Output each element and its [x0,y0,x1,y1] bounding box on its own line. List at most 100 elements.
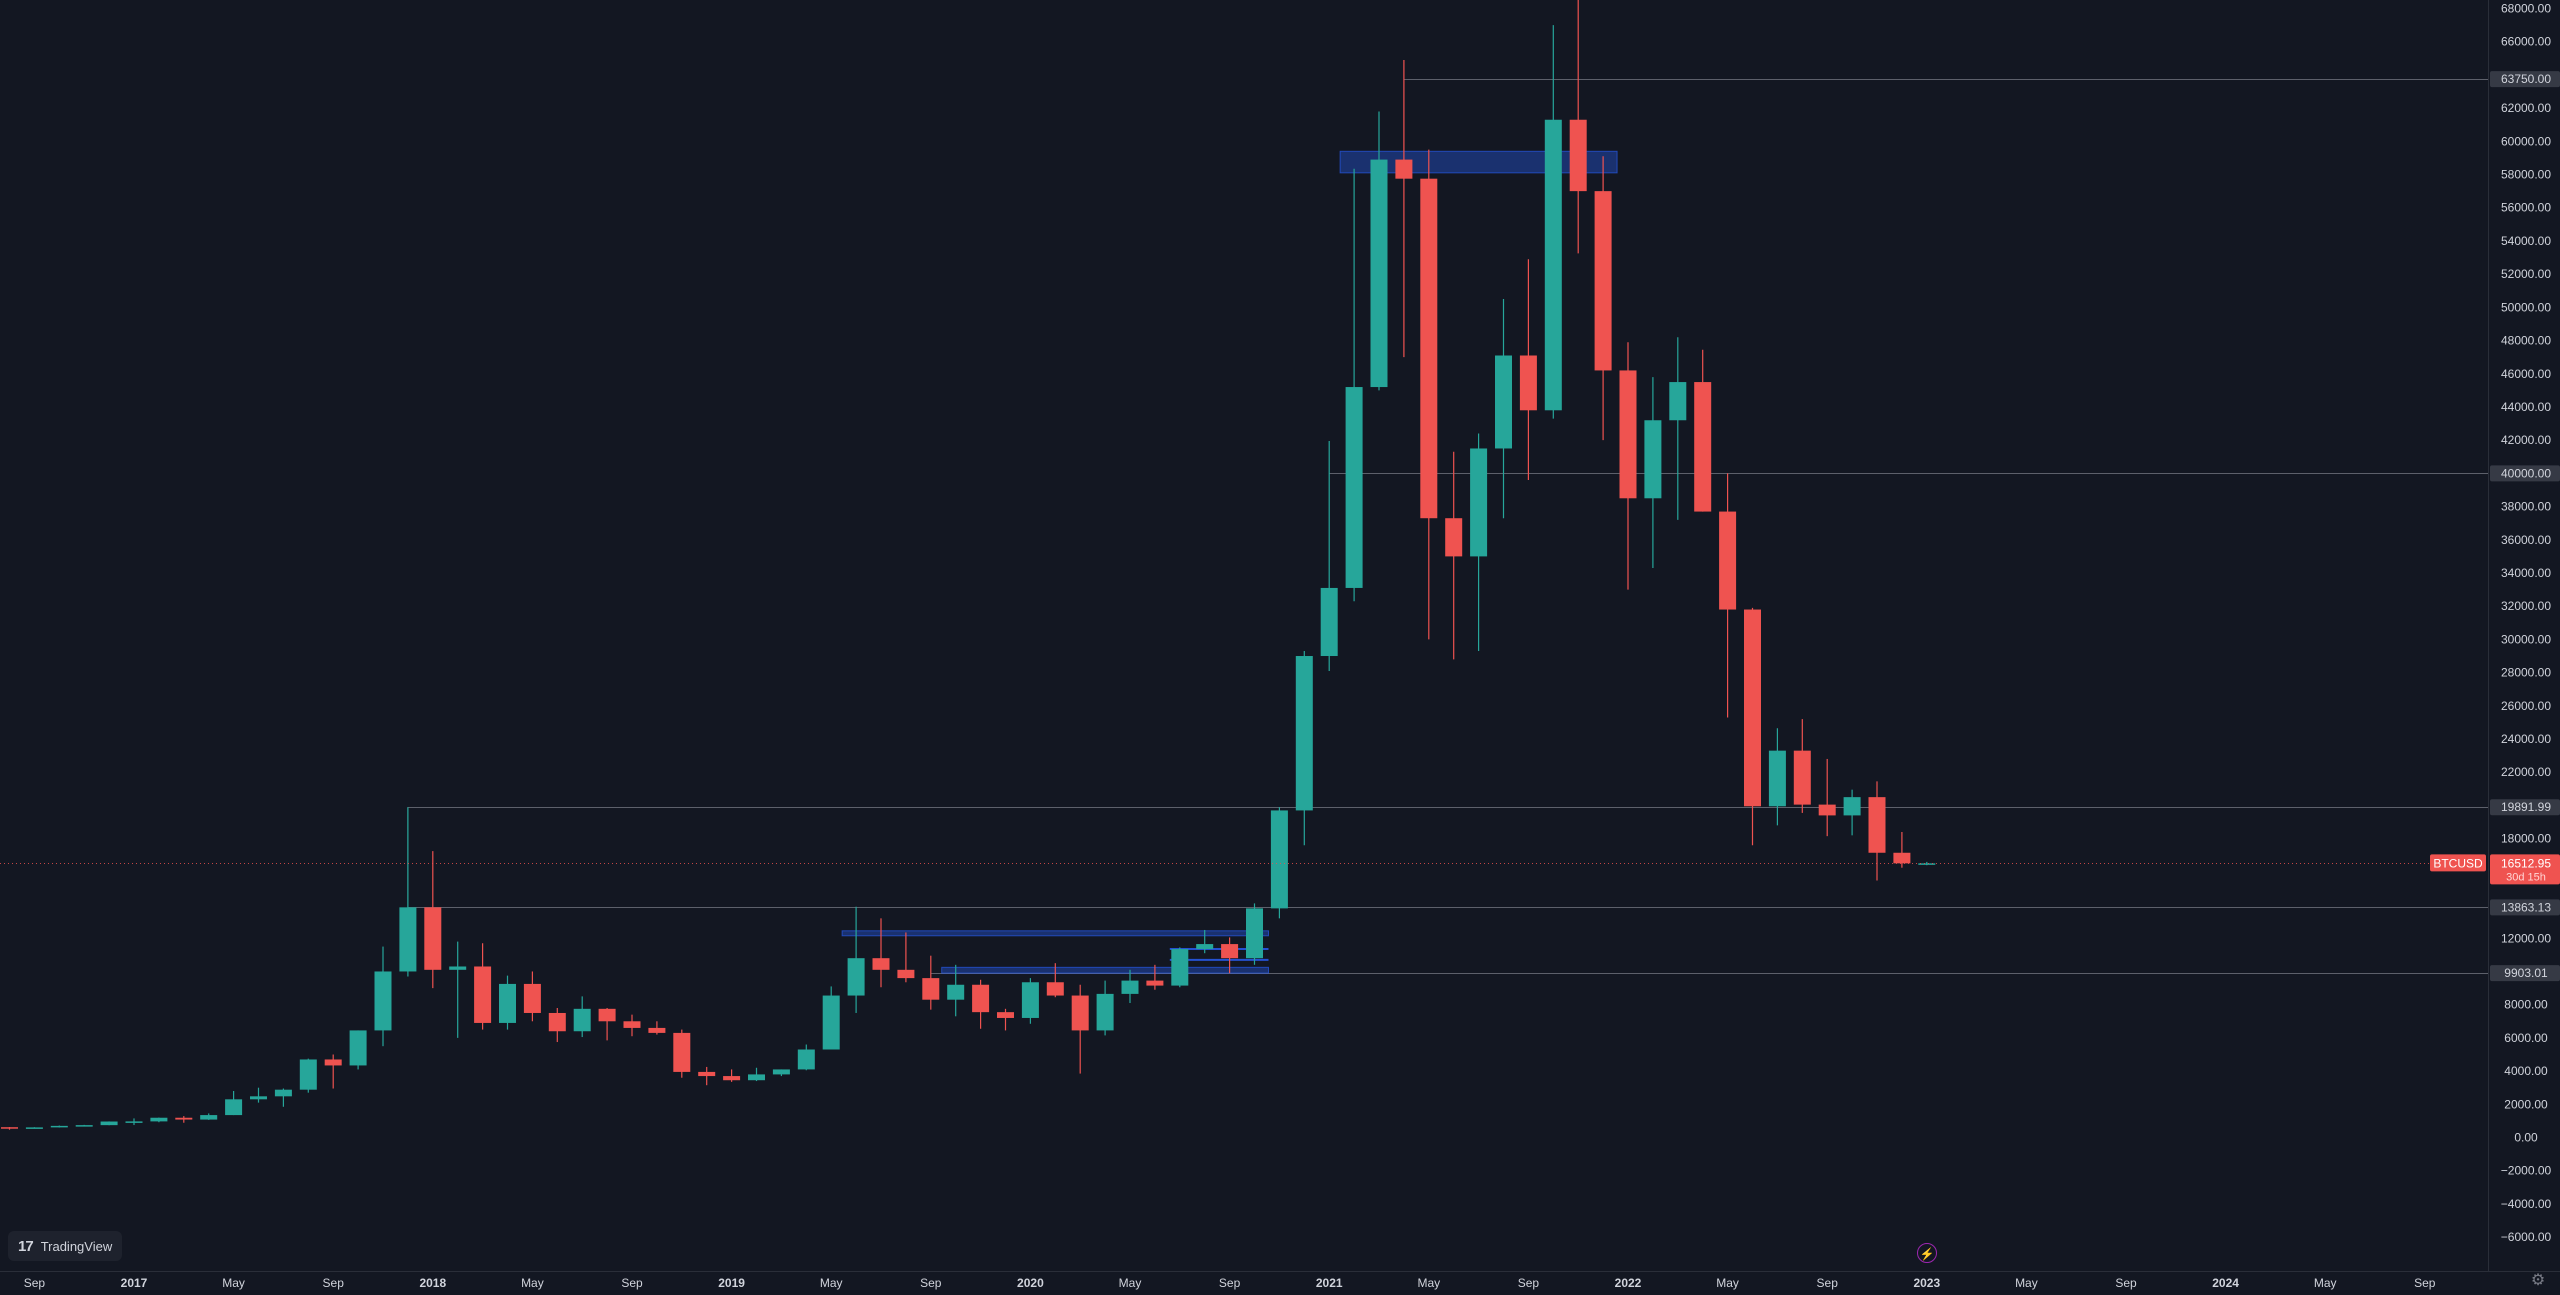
candle [698,1066,716,1086]
candle-body [374,971,392,1031]
candlestick-series [1,0,1936,1130]
candle [797,1044,815,1071]
candle-body [499,983,516,1023]
candle [1270,807,1288,919]
candle-body [1918,863,1936,865]
candle [50,1125,68,1128]
candle [822,986,840,1050]
time-tick-label: 2023 [1913,1276,1940,1290]
candle-body [299,1059,317,1090]
time-tick-label: 2021 [1316,1276,1343,1290]
candle [723,1069,741,1082]
time-tick-label: 2018 [419,1276,446,1290]
candle-body [548,1012,566,1032]
price-tick-label: 56000.00 [2501,201,2551,215]
symbol-tag: BTCUSD [2430,854,2486,872]
candle [499,975,516,1030]
candle-body [723,1076,741,1081]
time-tick-label: Sep [2414,1276,2436,1290]
price-tick-label: 12000.00 [2501,931,2551,945]
candle [1121,969,1139,1004]
candle [1046,963,1064,998]
candle-body [1719,511,1737,610]
candle [1744,607,1761,846]
candle-body [1021,982,1039,1018]
candle-body [1270,810,1288,909]
price-tick-label: −2000.00 [2501,1164,2552,1178]
price-tick-label: 0.00 [2514,1131,2538,1145]
candle [1644,377,1662,569]
price-tick-label: 44000.00 [2501,400,2551,414]
candle [1470,433,1488,652]
time-axis[interactable]: Sep 2017 May Sep 2018 May Sep 2019 May Sep 2020 May… [24,1276,2436,1290]
price-tick-label: 54000.00 [2501,234,2551,248]
time-tick-label: May [521,1276,544,1290]
candle-body [1445,518,1463,557]
candle-body [399,907,417,972]
candle [1370,111,1388,391]
candle-body [1345,387,1363,588]
candle-body [1146,980,1164,986]
candle [1569,0,1587,254]
candle-body [1420,178,1438,519]
candle [1021,978,1039,1024]
price-tick-label: 24000.00 [2501,732,2551,746]
candle [324,1054,342,1089]
candle-body [1818,804,1836,816]
candle-body [349,1030,367,1066]
candle-body [1370,159,1388,388]
candle [1295,651,1313,846]
candle [897,932,915,983]
candle-body [324,1059,342,1066]
candle-body [1470,448,1488,557]
candle [772,1069,790,1077]
last-price-label-bg [2490,854,2560,885]
candle-body [997,1012,1014,1018]
price-axis[interactable]: −6000.00 −4000.00 −2000.00 0.00 2000.00 4000.… [2501,2,2552,1245]
level-price-label: 63750.00 [2490,71,2560,88]
candle [748,1067,765,1082]
candle [1519,259,1537,481]
candle [1395,59,1413,358]
level-label-bg [2490,465,2560,482]
price-tick-label: −4000.00 [2501,1197,2552,1211]
candle-body [897,969,915,979]
candle [1619,342,1637,590]
candle-body [100,1121,118,1126]
candle [1694,349,1712,512]
tradingview-logo[interactable]: 17 TradingView [8,1231,123,1261]
price-tick-label: 48000.00 [2501,334,2551,348]
candle-body [947,984,965,1000]
time-tick-label: 2024 [2212,1276,2239,1290]
candle [1719,473,1737,718]
lightning-icon[interactable]: ⚡ [1917,1243,1937,1263]
candle [1594,156,1612,441]
candle [1096,980,1114,1036]
symbol-tag-label: BTCUSD [2433,856,2483,870]
time-tick-label: Sep [1518,1276,1540,1290]
candle [523,971,541,1022]
candle-body [1246,908,1263,959]
time-tick-label: Sep [1219,1276,1241,1290]
candle-body [1644,420,1662,499]
candle [225,1091,243,1116]
candle-body [648,1027,666,1033]
candle-body [772,1069,790,1075]
bar-countdown: 30d 15h [2506,871,2546,883]
price-tick-label: 22000.00 [2501,765,2551,779]
candle-body [922,978,940,1000]
candle-body [225,1099,243,1116]
level-label-bg [2490,899,2560,916]
candle [424,851,442,989]
candle-body [1046,982,1064,996]
time-tick-label: Sep [621,1276,643,1290]
candle-body [1793,750,1811,805]
candle [299,1058,317,1093]
gear-icon[interactable]: ⚙ [2530,1272,2546,1289]
price-tick-label: −6000.00 [2501,1230,2552,1244]
candle [573,996,591,1038]
candle [175,1116,193,1123]
